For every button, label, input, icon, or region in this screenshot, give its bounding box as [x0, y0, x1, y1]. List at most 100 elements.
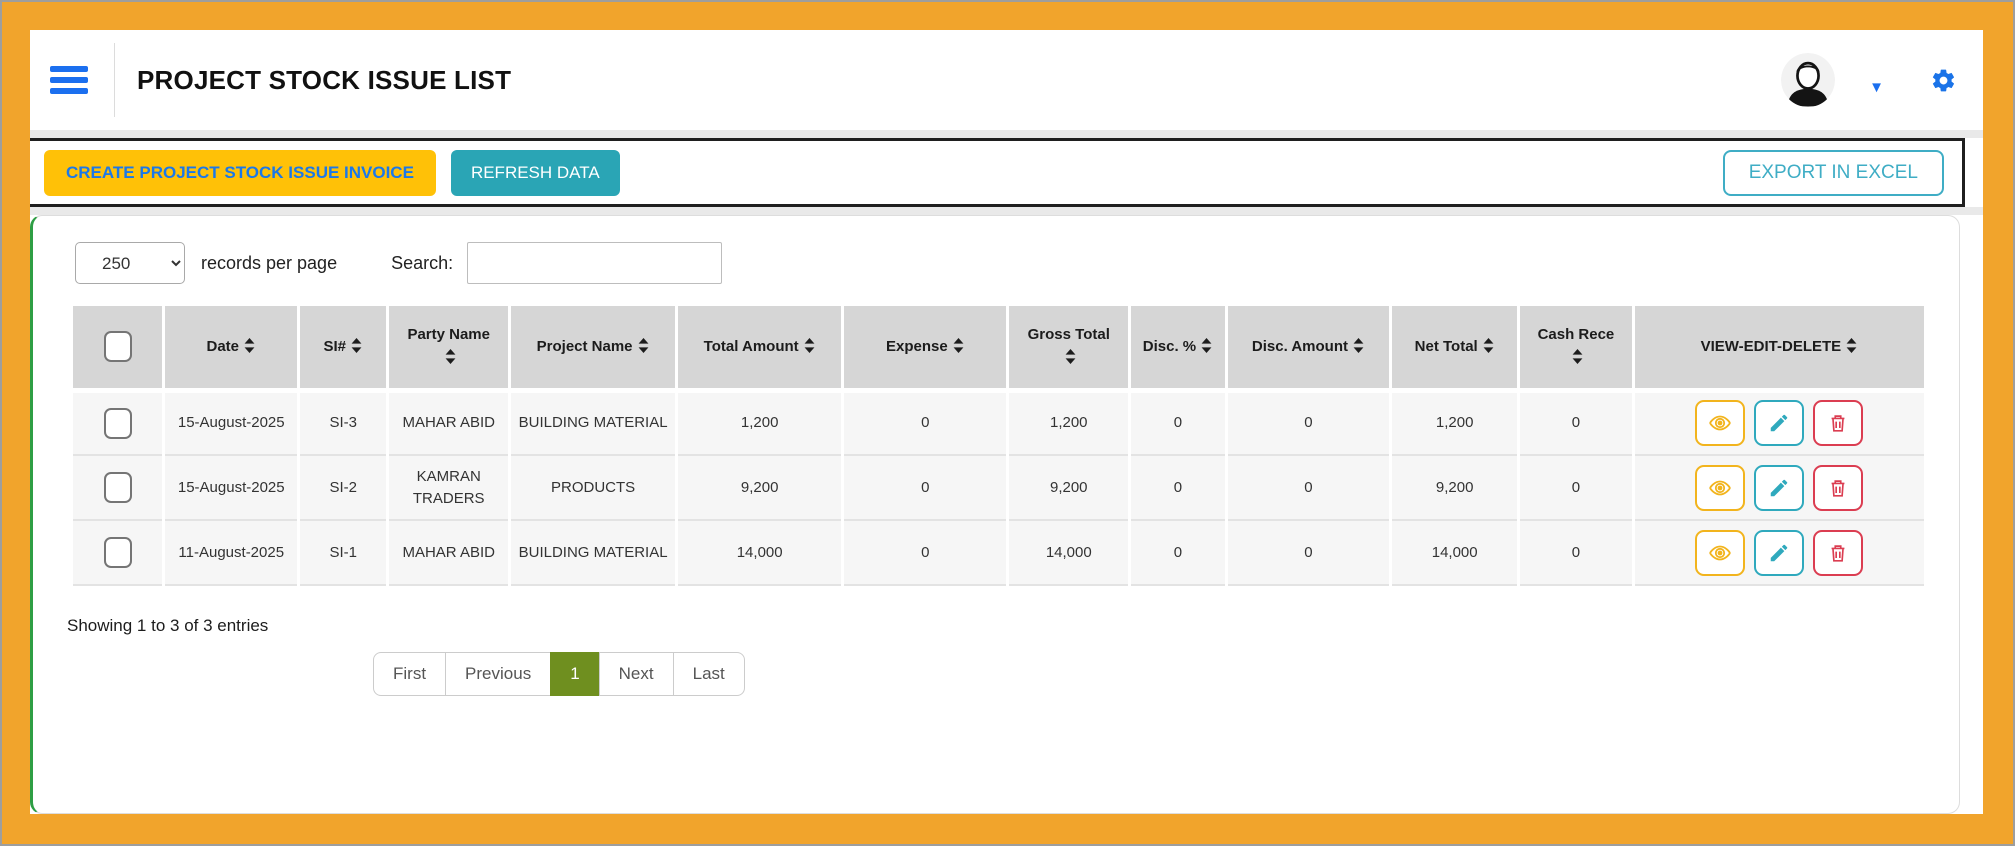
toolbar: CREATE PROJECT STOCK ISSUE INVOICE REFRE…: [30, 138, 1965, 207]
view-button[interactable]: [1695, 400, 1746, 447]
edit-button[interactable]: [1754, 464, 1805, 511]
cell-si: SI-1: [297, 520, 388, 586]
pencil-icon: [1771, 544, 1788, 561]
col-header-gross[interactable]: Gross Total: [1006, 306, 1130, 393]
divider-strip: [30, 130, 1983, 138]
pagination-next[interactable]: Next: [598, 652, 674, 696]
cell-cash: 0: [1517, 455, 1634, 521]
view-button[interactable]: [1695, 529, 1746, 576]
col-header-expense[interactable]: Expense: [841, 306, 1008, 393]
col-header-disc-pct[interactable]: Disc. %: [1128, 306, 1227, 393]
cell-party: MAHAR ABID: [386, 390, 510, 456]
row-checkbox[interactable]: [103, 407, 132, 439]
search-input[interactable]: [467, 242, 723, 284]
table-controls: 250 records per page Search:: [75, 242, 1959, 284]
sort-icon: [1572, 348, 1583, 364]
search-label: Search:: [391, 252, 454, 273]
pencil-icon: [1771, 414, 1788, 432]
col-header-actions[interactable]: VIEW-EDIT-DELETE: [1631, 306, 1924, 393]
cell-total: 14,000: [674, 520, 843, 586]
row-checkbox[interactable]: [103, 537, 132, 568]
records-per-page-label: records per page: [201, 252, 338, 273]
sort-icon: [1483, 337, 1494, 353]
pagination: First Previous 1 Next Last: [373, 652, 745, 696]
table-row: 11-August-2025 SI-1 MAHAR ABID BUILDING …: [73, 520, 1924, 586]
user-avatar[interactable]: [1781, 53, 1836, 107]
cell-project: PRODUCTS: [508, 455, 677, 521]
cell-cash: 0: [1517, 520, 1634, 586]
table-row: 15-August-2025 SI-3 MAHAR ABID BUILDING …: [73, 390, 1924, 456]
edit-button[interactable]: [1754, 529, 1805, 576]
action-buttons: [1641, 400, 1918, 447]
cell-si: SI-3: [297, 390, 388, 456]
cell-gross: 1,200: [1006, 390, 1130, 456]
sort-icon: [1065, 348, 1076, 364]
refresh-data-button[interactable]: REFRESH DATA: [450, 149, 620, 196]
eye-icon: [1709, 545, 1732, 560]
account-chevron-down-icon[interactable]: ▼: [1869, 78, 1884, 96]
col-header-cash[interactable]: Cash Rece: [1517, 306, 1634, 393]
select-all-checkbox[interactable]: [103, 331, 132, 363]
edit-button[interactable]: [1754, 400, 1805, 447]
pagination-page-1[interactable]: 1: [550, 652, 600, 696]
stock-issue-table: Date SI# Party Name Project Name Total A…: [73, 306, 1924, 586]
create-invoice-button[interactable]: CREATE PROJECT STOCK ISSUE INVOICE: [44, 149, 436, 196]
cell-total: 9,200: [674, 455, 843, 521]
view-button[interactable]: [1695, 464, 1746, 511]
cell-net: 9,200: [1389, 455, 1519, 521]
cell-expense: 0: [841, 520, 1008, 586]
col-header-project[interactable]: Project Name: [508, 306, 677, 393]
app-header: PROJECT STOCK ISSUE LIST ▼: [30, 30, 1983, 130]
delete-button[interactable]: [1813, 400, 1864, 447]
col-header-total[interactable]: Total Amount: [674, 306, 843, 393]
col-header-disc-amt[interactable]: Disc. Amount: [1224, 306, 1391, 393]
pagination-last[interactable]: Last: [672, 652, 745, 696]
trash-icon: [1831, 544, 1845, 562]
pagination-first[interactable]: First: [373, 652, 447, 696]
sort-icon: [445, 348, 456, 364]
row-checkbox[interactable]: [103, 472, 132, 503]
cell-disc-amt: 0: [1224, 520, 1391, 586]
cell-cash: 0: [1517, 390, 1634, 456]
table-row: 15-August-2025 SI-2 KAMRAN TRADERS PRODU…: [73, 455, 1924, 521]
col-header-date[interactable]: Date: [162, 306, 299, 393]
cell-disc-pct: 0: [1128, 390, 1227, 456]
cell-total: 1,200: [674, 390, 843, 456]
col-header-party[interactable]: Party Name: [386, 306, 510, 393]
eye-icon: [1709, 415, 1732, 431]
cell-si: SI-2: [297, 455, 388, 521]
user-avatar-icon: [1781, 53, 1836, 107]
action-buttons: [1641, 529, 1918, 576]
cell-disc-pct: 0: [1128, 520, 1227, 586]
trash-icon: [1831, 479, 1845, 497]
col-header-si[interactable]: SI#: [297, 306, 388, 393]
cell-net: 1,200: [1389, 390, 1519, 456]
hamburger-menu-icon[interactable]: [50, 61, 88, 99]
settings-gear-icon[interactable]: [1930, 67, 1957, 94]
page-title: PROJECT STOCK ISSUE LIST: [137, 64, 512, 95]
eye-icon: [1709, 480, 1732, 495]
sort-icon: [638, 337, 648, 353]
cell-disc-amt: 0: [1224, 455, 1391, 521]
cell-project: BUILDING MATERIAL: [508, 390, 677, 456]
cell-expense: 0: [841, 390, 1008, 456]
pagination-previous[interactable]: Previous: [445, 652, 552, 696]
page: PROJECT STOCK ISSUE LIST ▼ CREATE PROJEC…: [30, 30, 1983, 814]
sort-icon: [351, 337, 362, 353]
col-header-net[interactable]: Net Total: [1389, 306, 1519, 393]
content-card: 250 records per page Search: Date SI# Pa…: [30, 215, 1960, 814]
divider-strip: [30, 207, 1983, 215]
delete-button[interactable]: [1813, 464, 1864, 511]
delete-button[interactable]: [1813, 529, 1864, 576]
sort-icon: [953, 337, 964, 353]
pencil-icon: [1771, 479, 1788, 496]
sort-icon: [804, 337, 815, 353]
cell-gross: 9,200: [1006, 455, 1130, 521]
table-header-row: Date SI# Party Name Project Name Total A…: [73, 306, 1924, 393]
page-size-select[interactable]: 250: [75, 242, 185, 284]
export-excel-button[interactable]: EXPORT IN EXCEL: [1722, 149, 1944, 196]
cell-date: 15-August-2025: [162, 390, 299, 456]
sort-icon: [244, 337, 255, 353]
header-divider: [114, 43, 115, 117]
